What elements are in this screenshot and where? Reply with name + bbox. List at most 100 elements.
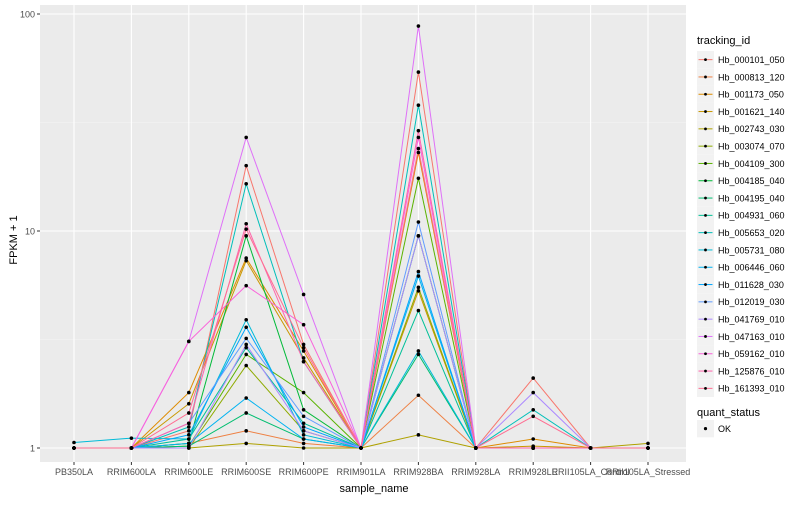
legend-item-label: Hb_005653_020 — [718, 228, 785, 238]
x-tick-label: RRIM928LA — [451, 467, 500, 477]
data-point — [416, 393, 421, 398]
legend-item-label: Hb_002743_030 — [718, 124, 785, 134]
data-point — [531, 437, 535, 441]
data-point — [531, 390, 535, 395]
legend: tracking_id Hb_000101_050Hb_000813_120Hb… — [697, 35, 785, 438]
x-tick-label: RRIM600SE — [221, 467, 271, 477]
data-point — [359, 446, 363, 450]
legend-key-point — [704, 110, 707, 113]
data-point — [244, 227, 248, 231]
data-point — [244, 283, 248, 288]
legend-key-point — [704, 265, 707, 269]
data-point — [244, 135, 248, 140]
legend-item-label: Hb_001173_050 — [718, 90, 784, 100]
data-point — [301, 342, 306, 347]
data-point — [244, 325, 248, 330]
y-tick-label: 100 — [20, 10, 35, 20]
legend-key-point — [704, 196, 707, 200]
legend-key-point — [704, 369, 707, 373]
data-point — [187, 401, 191, 406]
data-point — [244, 441, 248, 446]
x-tick-label: RRIM901LA — [336, 467, 385, 477]
data-point — [129, 436, 134, 440]
data-point — [244, 163, 248, 168]
data-point — [187, 421, 191, 426]
data-point — [416, 24, 421, 28]
legend-item-label: Hb_000101_050 — [718, 55, 785, 65]
data-point — [244, 411, 248, 415]
data-point — [244, 182, 248, 186]
data-point — [301, 414, 306, 419]
x-tick-label: RRIM600LE — [164, 467, 213, 477]
legend-item-label: Hb_161393_010 — [718, 384, 785, 394]
data-point — [72, 446, 76, 450]
legend-item-label: Hb_125876_010 — [718, 366, 785, 376]
data-point — [301, 390, 306, 395]
data-point — [187, 390, 191, 395]
data-point — [129, 446, 134, 450]
legend-item-label: Hb_003074_070 — [718, 141, 785, 151]
data-point — [244, 396, 248, 400]
data-point — [416, 128, 421, 133]
data-point — [416, 433, 421, 437]
data-point — [187, 429, 191, 433]
data-point — [244, 429, 248, 433]
legend-item-label: Hb_004185_040 — [718, 176, 785, 186]
data-point — [187, 425, 191, 429]
legend-item-label: Hb_001621_140 — [718, 107, 785, 117]
x-tick-label: RRIM928BA — [393, 467, 443, 477]
data-point — [531, 414, 535, 419]
legend-item-label: Hb_047163_010 — [718, 332, 785, 342]
data-point — [244, 345, 248, 350]
shape-legend-title: quant_status — [697, 407, 760, 419]
x-tick-label: RRII105LA_Control — [552, 467, 630, 477]
data-point — [301, 425, 306, 429]
data-point — [588, 446, 593, 450]
plot-panel-background — [40, 5, 686, 462]
data-point — [244, 221, 248, 226]
y-axis-title: FPKM + 1 — [8, 215, 20, 264]
legend-key-point — [704, 75, 707, 79]
legend-key-point — [704, 231, 707, 235]
legend-item-label: Hb_012019_030 — [718, 297, 785, 307]
legend-key-point — [704, 162, 707, 165]
data-point — [187, 446, 191, 450]
legend-item-label: Hb_004931_060 — [718, 211, 785, 221]
data-point — [416, 274, 421, 278]
data-point — [301, 441, 306, 446]
data-point — [187, 441, 191, 446]
legend-item-label: Hb_000813_120 — [718, 72, 785, 82]
legend-item-label: Hb_006446_060 — [718, 263, 785, 273]
legend-key-point — [704, 144, 707, 148]
legend-key-point — [704, 213, 707, 217]
x-tick-label: RRII105LA_Stressed — [606, 467, 691, 477]
data-point — [301, 446, 306, 450]
data-point — [187, 433, 191, 437]
data-point — [301, 345, 306, 350]
y-tick-label: 1 — [30, 444, 35, 454]
data-point — [244, 342, 248, 347]
legend-key-point — [704, 386, 707, 390]
legend-key-point — [704, 58, 707, 62]
plot-panel — [40, 5, 686, 462]
data-point — [416, 103, 421, 107]
data-point — [416, 269, 421, 274]
axes: 1 10 100 PB350LA RRIM600LA RRIM600LE RRIM600SE… — [20, 10, 690, 478]
legend-item-label: Hb_059162_010 — [718, 349, 785, 359]
data-point — [416, 135, 421, 140]
legend-key-point — [704, 248, 707, 252]
x-tick-label: RRIM600PE — [279, 467, 329, 477]
data-point — [416, 308, 421, 313]
legend-item-label: Hb_004109_300 — [718, 159, 785, 169]
data-point — [301, 359, 306, 364]
legend-key-point — [704, 317, 707, 321]
shape-legend-items: OK — [697, 420, 731, 438]
data-point — [646, 441, 650, 446]
data-point — [301, 349, 306, 353]
data-point — [416, 349, 421, 353]
data-point — [244, 336, 248, 341]
legend-key-point — [704, 300, 707, 304]
data-point — [301, 421, 306, 426]
data-point — [646, 446, 650, 450]
x-tick-label: RRIM600LA — [107, 467, 156, 477]
